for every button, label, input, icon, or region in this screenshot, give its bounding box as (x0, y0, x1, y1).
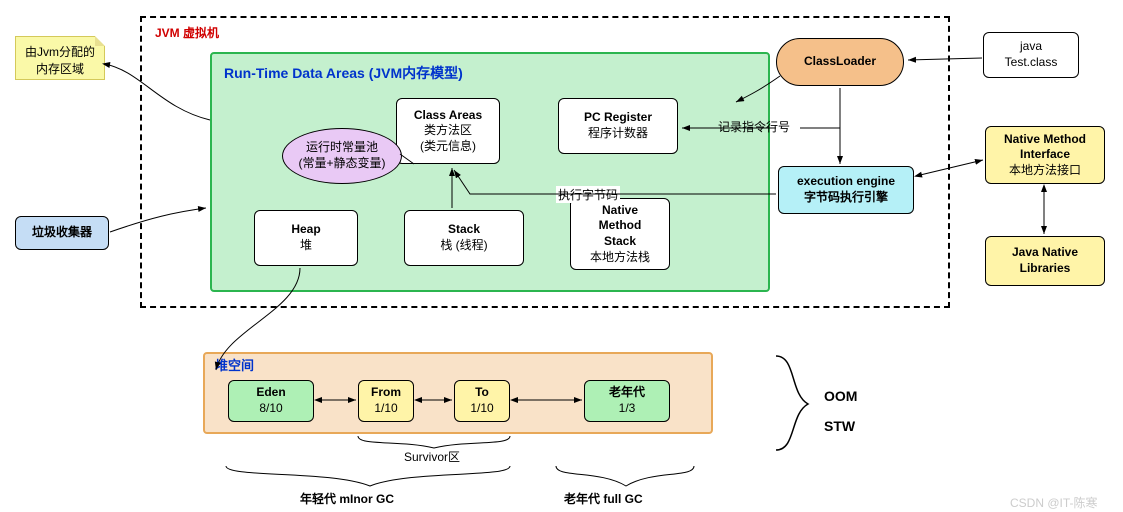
native-interface-box: Native Method Interface 本地方法接口 (985, 126, 1105, 184)
oom-label: OOM (824, 388, 857, 404)
native-libs-l1: Java Native (1012, 245, 1078, 261)
eden-box: Eden 8/10 (228, 380, 314, 422)
native-interface-l3: 本地方法接口 (1009, 163, 1081, 179)
pc-register-box: PC Register 程序计数器 (558, 98, 678, 154)
native-interface-l2: Interface (1020, 147, 1070, 163)
java-test-box: java Test.class (983, 32, 1079, 78)
exec-engine-l1: execution engine (797, 174, 895, 190)
exec-engine-l2: 字节码执行引擎 (804, 190, 888, 206)
note-l1: 由Jvm分配的 (20, 43, 100, 60)
native-libs-box: Java Native Libraries (985, 236, 1105, 286)
stack-box: Stack 栈 (线程) (404, 210, 524, 266)
java-test-l2: Test.class (1005, 55, 1058, 71)
note-l2: 内存区域 (20, 60, 100, 77)
watermark: CSDN @IT-陈寒 (1010, 494, 1098, 511)
const-pool-l2: (常量+静态变量) (298, 156, 385, 172)
from-l1: From (371, 385, 401, 401)
stw-label: STW (824, 418, 855, 434)
old-gen-box: 老年代 1/3 (584, 380, 670, 422)
native-stack-box: Native Method Stack 本地方法栈 (570, 198, 670, 270)
native-libs-l2: Libraries (1020, 261, 1071, 277)
gc-box: 垃圾收集器 (15, 216, 109, 250)
young-gc-label: 年轻代 mInor GC (300, 490, 394, 507)
old-gc-label: 老年代 full GC (564, 490, 643, 507)
pc-register-l2: 程序计数器 (588, 126, 648, 142)
to-l1: To (475, 385, 489, 401)
pc-register-l1: PC Register (584, 110, 652, 126)
native-stack-l4: 本地方法栈 (590, 250, 650, 266)
native-stack-l1: Native (602, 203, 638, 219)
const-pool-ellipse: 运行时常量池 (常量+静态变量) (282, 128, 402, 184)
from-box: From 1/10 (358, 380, 414, 422)
native-stack-l2: Method (599, 218, 642, 234)
eden-l1: Eden (256, 385, 285, 401)
const-pool-l1: 运行时常量池 (306, 140, 378, 156)
native-interface-l1: Native Method (1004, 132, 1086, 148)
exec-bytecode-label: 执行字节码 (556, 186, 620, 203)
old-gen-l1: 老年代 (609, 385, 645, 401)
old-gen-l2: 1/3 (619, 401, 636, 417)
native-stack-l3: Stack (604, 234, 636, 250)
note-fold (95, 36, 105, 46)
record-line-label: 记录指令行号 (718, 118, 790, 135)
eden-l2: 8/10 (259, 401, 282, 417)
gc-label: 垃圾收集器 (32, 225, 92, 241)
to-l2: 1/10 (470, 401, 493, 417)
exec-engine-box: execution engine 字节码执行引擎 (778, 166, 914, 214)
classloader-label: ClassLoader (804, 54, 876, 70)
classloader-box: ClassLoader (776, 38, 904, 86)
from-l2: 1/10 (374, 401, 397, 417)
class-areas-l3: (类元信息) (420, 139, 476, 155)
jvm-title: JVM 虚拟机 (155, 24, 219, 41)
heap-space-title: 堆空间 (215, 358, 254, 375)
runtime-title: Run-Time Data Areas (JVM内存模型) (224, 64, 463, 82)
class-areas-l1: Class Areas (414, 108, 482, 124)
java-test-l1: java (1020, 39, 1042, 55)
class-areas-box: Class Areas 类方法区 (类元信息) (396, 98, 500, 164)
survivor-label: Survivor区 (404, 448, 460, 465)
class-areas-l2: 类方法区 (424, 123, 472, 139)
to-box: To 1/10 (454, 380, 510, 422)
stack-l2: 栈 (线程) (440, 238, 487, 254)
memory-note: 由Jvm分配的 内存区域 (15, 36, 105, 80)
stack-l1: Stack (448, 222, 480, 238)
heap-l1: Heap (291, 222, 320, 238)
heap-box: Heap 堆 (254, 210, 358, 266)
heap-l2: 堆 (300, 238, 312, 254)
